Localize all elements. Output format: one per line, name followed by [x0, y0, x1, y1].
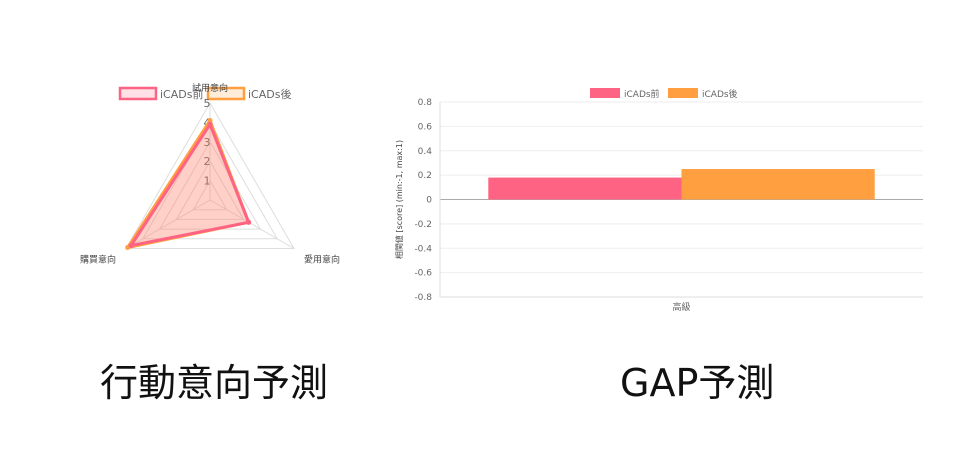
radar-tick-label: 2 — [204, 155, 211, 168]
y-tick-label: -0.6 — [414, 269, 432, 279]
legend-swatch — [206, 86, 246, 101]
y-tick-label: 0.2 — [418, 171, 432, 181]
radar-grid-ring — [175, 160, 245, 220]
radar-series-0 — [129, 122, 251, 248]
y-tick-label: 0.6 — [418, 122, 433, 132]
legend-swatch — [668, 88, 698, 98]
radar-point — [207, 117, 213, 123]
y-tick-label: 0 — [426, 196, 432, 206]
y-tick-label: -0.8 — [414, 293, 432, 303]
radar-spoke — [125, 199, 211, 249]
bar-caption: GAP予測 — [620, 361, 775, 405]
y-tick-label: 0.4 — [418, 147, 433, 157]
radar-caption: 行動意向予測 — [100, 361, 329, 405]
y-tick-label: -0.4 — [414, 244, 432, 254]
radar-point — [246, 219, 252, 225]
radar-tick-label: 1 — [204, 175, 211, 188]
legend-label: iCADs後 — [248, 87, 291, 101]
legend-swatch — [590, 88, 620, 98]
bar-0-0 — [488, 177, 682, 200]
legend-label: iCADs前 — [624, 88, 660, 100]
radar-axis-label: 愛用意向 — [304, 254, 340, 266]
radar-axis-label: 購買意向 — [80, 254, 116, 266]
legend-swatch — [118, 86, 158, 101]
radar-chart: iCADs前iCADs後12345試用意向愛用意向購買意向 — [80, 82, 340, 266]
bar-chart: iCADs前 iCADs後 0.8 0.6 0.4 0.2 0 -0.2 -0.4 -0.6 -0.… — [394, 88, 923, 313]
y-tick-label: -0.2 — [414, 220, 432, 230]
radar-grid-ring — [141, 121, 279, 240]
radar-point — [128, 243, 134, 249]
radar-grid-ring — [125, 102, 295, 249]
y-axis-title: 相関値 [score] (min:-1, max:1) — [394, 140, 404, 259]
x-tick-label: 高級 — [672, 301, 690, 313]
radar-tick-label: 5 — [204, 97, 211, 110]
legend-label: iCADs前 — [160, 87, 203, 101]
radar-point — [207, 121, 213, 127]
radar-grid-ring — [192, 179, 228, 211]
y-tick-label: 0.8 — [418, 98, 433, 108]
bar-1-0 — [681, 169, 875, 200]
radar-tick-label: 3 — [204, 136, 211, 149]
legend-label: iCADs後 — [702, 88, 738, 100]
radar-axis-label: 試用意向 — [192, 82, 228, 94]
radar-spoke — [209, 199, 295, 249]
